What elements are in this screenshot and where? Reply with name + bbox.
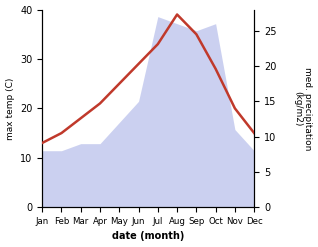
Y-axis label: max temp (C): max temp (C) <box>5 77 15 140</box>
X-axis label: date (month): date (month) <box>112 231 184 242</box>
Y-axis label: med. precipitation
(kg/m2): med. precipitation (kg/m2) <box>293 67 313 150</box>
